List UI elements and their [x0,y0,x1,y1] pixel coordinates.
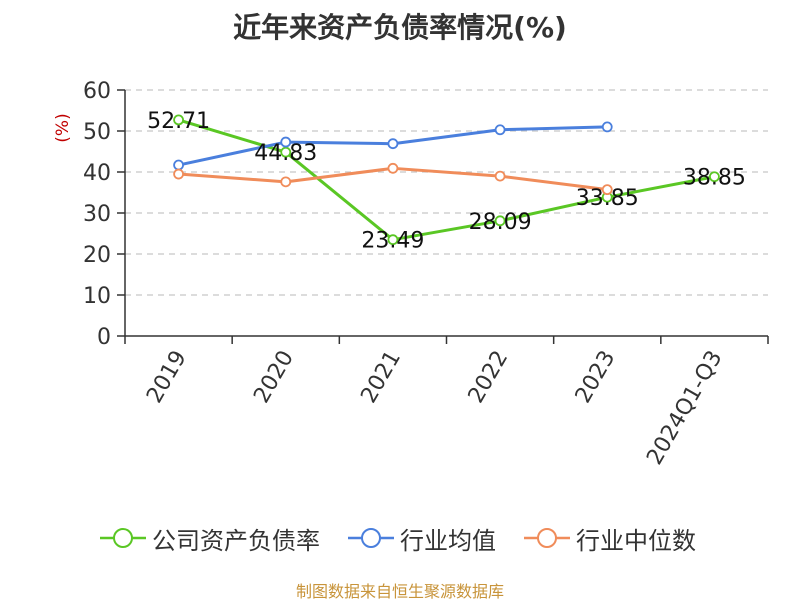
legend-label-industry-median: 行业中位数 [576,526,696,555]
data-label: 28.09 [469,210,532,235]
y-tick-label: 30 [83,202,111,227]
y-tick-label: 50 [83,120,111,145]
y-tick-label: 20 [83,243,111,268]
x-tick-label: 2019 [142,347,192,408]
data-point-1[interactable] [173,159,184,171]
y-tick-label: 0 [97,325,111,350]
data-label: 38.85 [683,166,746,191]
y-tick-label: 10 [83,284,111,309]
y-tick-label: 60 [83,79,111,104]
legend-item-company[interactable]: 公司资产负债率 [100,520,320,556]
y-axis-label: (%) [53,113,73,142]
data-label: 44.83 [254,141,317,166]
data-label: 33.85 [576,186,639,211]
data-point-1[interactable] [280,136,292,148]
legend-item-industry-mean[interactable]: 行业均值 [348,520,496,556]
legend-marker-industry-median [524,528,570,548]
data-point-2[interactable] [387,162,399,174]
x-tick-label: 2023 [571,347,621,408]
data-point-2[interactable] [494,170,506,182]
data-point-0[interactable] [280,146,292,158]
legend-item-industry-median[interactable]: 行业中位数 [524,520,696,556]
data-point-1[interactable] [601,121,613,133]
data-point-2[interactable] [173,168,184,180]
data-label: 23.49 [361,229,424,254]
x-tick-label: 2022 [464,347,514,408]
chart-legend: 公司资产负债率 行业均值 行业中位数 [0,520,800,556]
data-point-2[interactable] [601,184,613,196]
legend-marker-industry-mean [348,528,394,548]
legend-label-company: 公司资产负债率 [152,526,320,555]
data-point-0[interactable] [173,114,184,126]
data-source-note: 制图数据来自恒生聚源数据库 [295,582,504,601]
data-point-2[interactable] [280,176,292,188]
legend-marker-company [100,528,146,548]
y-tick-label: 40 [83,161,111,186]
x-tick-label: 2020 [249,347,299,408]
x-tick-label: 2021 [356,347,406,408]
legend-label-industry-mean: 行业均值 [400,526,496,555]
chart-title: 近年来资产负债率情况(%) [233,11,567,44]
data-point-1[interactable] [387,138,399,150]
data-label: 52.71 [147,109,210,134]
data-point-0[interactable] [494,215,506,227]
data-point-0[interactable] [709,171,720,183]
data-point-0[interactable] [387,234,399,246]
data-point-1[interactable] [494,124,506,136]
x-tick-label: 2024Q1-Q3 [642,347,727,470]
